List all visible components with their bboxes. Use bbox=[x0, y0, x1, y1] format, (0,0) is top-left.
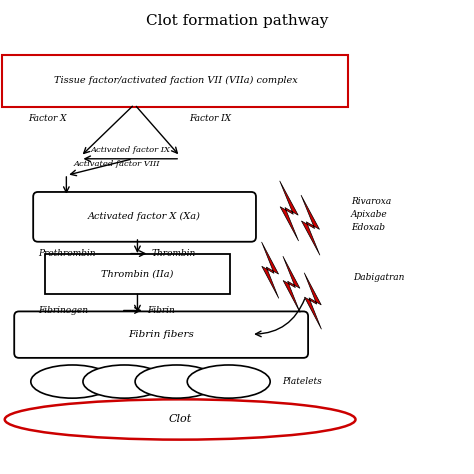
Text: Rivaroxa: Rivaroxa bbox=[351, 197, 391, 206]
Ellipse shape bbox=[135, 365, 218, 398]
FancyBboxPatch shape bbox=[14, 311, 308, 358]
Text: Fibrin fibers: Fibrin fibers bbox=[128, 330, 194, 339]
Polygon shape bbox=[280, 181, 299, 241]
Text: Thrombin: Thrombin bbox=[152, 249, 196, 258]
Text: Activated factor X (Xa): Activated factor X (Xa) bbox=[88, 212, 201, 221]
Text: Tissue factor/activated faction VII (VIIa) complex: Tissue factor/activated faction VII (VII… bbox=[54, 76, 297, 85]
Text: Dabigatran: Dabigatran bbox=[353, 273, 404, 282]
FancyBboxPatch shape bbox=[45, 254, 230, 294]
Text: Platelets: Platelets bbox=[282, 377, 322, 386]
Ellipse shape bbox=[5, 399, 356, 440]
Polygon shape bbox=[283, 256, 300, 313]
FancyBboxPatch shape bbox=[33, 192, 256, 242]
Ellipse shape bbox=[187, 365, 270, 398]
Ellipse shape bbox=[83, 365, 166, 398]
Text: Clot: Clot bbox=[168, 414, 192, 425]
Polygon shape bbox=[304, 273, 321, 329]
Text: Factor X: Factor X bbox=[28, 114, 67, 123]
Text: Activated factor IX: Activated factor IX bbox=[91, 146, 170, 154]
Text: Fibrin: Fibrin bbox=[147, 306, 175, 315]
Text: Fibrinogen: Fibrinogen bbox=[38, 306, 88, 315]
Polygon shape bbox=[262, 242, 279, 299]
Text: Activated factor VIII: Activated factor VIII bbox=[73, 160, 160, 167]
Text: Edoxab: Edoxab bbox=[351, 223, 385, 231]
Ellipse shape bbox=[31, 365, 114, 398]
Text: Apixabe: Apixabe bbox=[351, 210, 388, 219]
FancyBboxPatch shape bbox=[2, 55, 348, 107]
Text: Factor IX: Factor IX bbox=[190, 114, 232, 123]
Text: Clot formation pathway: Clot formation pathway bbox=[146, 14, 328, 28]
Text: Thrombin (IIa): Thrombin (IIa) bbox=[101, 269, 173, 278]
Text: Prothrombin: Prothrombin bbox=[38, 249, 95, 258]
Polygon shape bbox=[301, 195, 320, 255]
